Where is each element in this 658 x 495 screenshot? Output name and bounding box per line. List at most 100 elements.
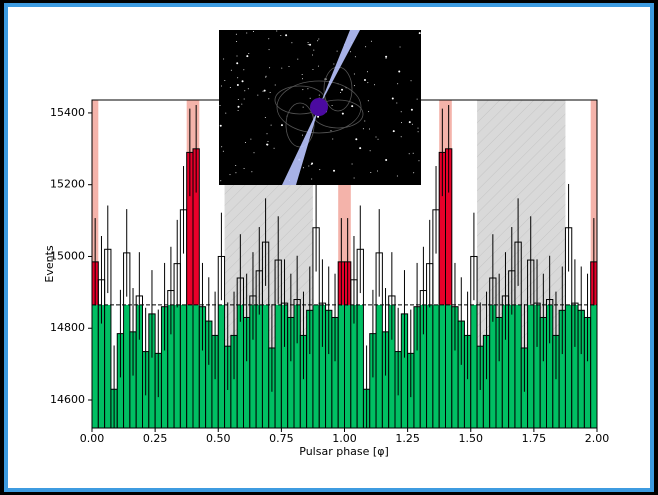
bar-fill: [325, 310, 332, 428]
excess-fill: [445, 148, 452, 305]
star: [243, 69, 245, 71]
x-axis-label: Pulsar phase [φ]: [299, 445, 389, 458]
bar-fill: [584, 317, 591, 428]
bar-fill: [205, 321, 212, 428]
star: [368, 128, 370, 130]
star: [396, 102, 398, 104]
star: [317, 115, 320, 118]
bar-fill: [496, 317, 503, 428]
star: [297, 58, 299, 60]
star: [375, 136, 377, 138]
star: [370, 171, 372, 173]
bar-fill: [413, 306, 421, 428]
bar-fill: [483, 335, 490, 428]
star: [392, 130, 395, 133]
star: [401, 122, 403, 124]
star: [265, 75, 267, 77]
star: [309, 43, 312, 46]
x-tick-label: 2.00: [585, 432, 610, 445]
star: [350, 51, 352, 53]
bar-fill: [193, 304, 200, 428]
star: [302, 167, 304, 169]
star: [410, 108, 413, 111]
excess-fill: [186, 152, 193, 305]
star: [341, 88, 344, 91]
star: [253, 152, 255, 154]
bar-fill: [300, 335, 307, 428]
star: [244, 141, 246, 143]
star: [309, 97, 311, 99]
star: [269, 67, 271, 69]
star: [264, 117, 266, 119]
bar-fill: [559, 310, 566, 428]
bar-fill: [281, 304, 288, 428]
bar-fill: [174, 304, 181, 428]
bar-fill: [199, 306, 206, 428]
star: [236, 40, 238, 42]
star: [266, 143, 268, 145]
star: [307, 88, 309, 90]
bar-fill: [243, 317, 250, 428]
star: [237, 77, 239, 79]
star: [368, 111, 370, 113]
star: [222, 150, 224, 152]
star: [400, 111, 402, 113]
star: [285, 34, 288, 37]
star: [230, 69, 232, 71]
bar-fill: [98, 304, 105, 428]
bar-fill: [249, 304, 257, 428]
bar-fill: [464, 335, 471, 428]
bar-fill: [458, 321, 465, 428]
bar-fill: [218, 304, 225, 428]
y-tick-label: 14800: [50, 321, 85, 334]
star: [236, 55, 238, 57]
star: [276, 30, 278, 32]
bar-fill: [161, 306, 168, 428]
star: [274, 84, 276, 86]
star: [385, 57, 387, 59]
star: [366, 71, 368, 73]
bar-fill: [489, 304, 496, 428]
star: [398, 70, 401, 73]
bar-fill: [148, 313, 156, 428]
star: [351, 163, 353, 165]
star: [311, 162, 314, 165]
star: [374, 84, 376, 86]
bar-fill: [571, 304, 579, 428]
star: [246, 32, 248, 34]
star: [312, 54, 314, 56]
star: [319, 169, 321, 171]
star: [237, 105, 240, 108]
bar-fill: [256, 304, 263, 428]
star: [307, 42, 309, 44]
bar-fill: [312, 304, 320, 428]
star: [353, 85, 355, 87]
star: [332, 138, 334, 140]
star: [359, 147, 362, 150]
beam: [282, 107, 319, 185]
star: [237, 110, 239, 112]
star: [408, 121, 411, 124]
star: [313, 49, 315, 51]
star: [251, 171, 253, 173]
star: [269, 92, 271, 94]
bar-fill: [382, 331, 389, 428]
star: [241, 80, 244, 83]
y-axis-label: Events: [43, 245, 56, 283]
star: [376, 170, 378, 172]
star: [385, 55, 388, 58]
y-tick-label: 15000: [50, 249, 85, 262]
star: [235, 164, 237, 166]
bar-fill: [451, 306, 459, 428]
bar-fill: [502, 304, 509, 428]
star: [351, 105, 354, 108]
star: [312, 68, 314, 70]
star: [416, 98, 418, 100]
bar-fill: [287, 317, 294, 428]
bar-fill: [92, 304, 99, 428]
y-tick-label: 15400: [50, 106, 85, 119]
bar-fill: [275, 304, 282, 428]
star: [377, 138, 379, 140]
x-tick-label: 0.50: [206, 432, 231, 445]
